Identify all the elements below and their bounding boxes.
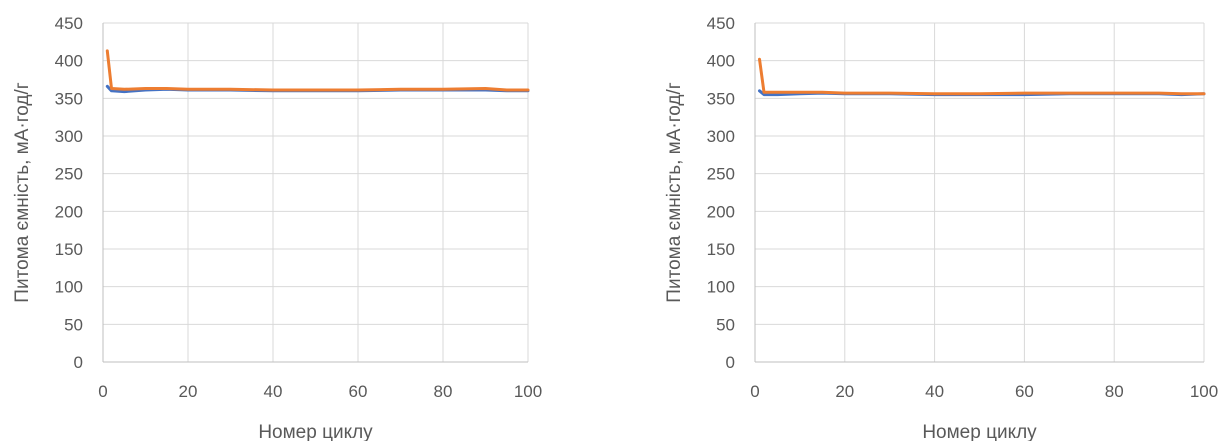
y-axis-title: Питома ємність, мА·год/г <box>12 82 33 302</box>
y-tick-label: 450 <box>707 14 735 33</box>
x-tick-label: 20 <box>835 382 854 401</box>
y-tick-label: 200 <box>55 202 83 221</box>
x-tick-label: 40 <box>264 382 283 401</box>
x-tick-label: 60 <box>349 382 368 401</box>
chart-left: 0 50 100 150 200 250 300 350 400 450 0 20 40 60 80 100 Н… <box>0 0 612 443</box>
x-tick-label: 0 <box>750 382 759 401</box>
y-tick-label: 50 <box>64 315 83 334</box>
x-tick-label: 0 <box>98 382 107 401</box>
y-tick-label: 150 <box>707 240 735 259</box>
y-tick-label: 400 <box>707 52 735 71</box>
chart-right: 0 50 100 150 200 250 300 350 400 450 0 20 40 60 80 100 Н… <box>652 0 1225 443</box>
x-tick-label: 80 <box>434 382 453 401</box>
y-tick-label: 0 <box>74 353 83 372</box>
y-tick-label: 100 <box>707 278 735 297</box>
y-tick-label: 300 <box>55 127 83 146</box>
y-tick-label: 400 <box>55 52 83 71</box>
y-tick-label: 50 <box>716 315 735 334</box>
x-tick-label: 60 <box>1015 382 1034 401</box>
y-tick-label: 250 <box>707 165 735 184</box>
y-tick-label: 350 <box>55 89 83 108</box>
chart-right-svg: 0 50 100 150 200 250 300 350 400 450 0 20 40 60 80 100 Н… <box>664 14 1218 443</box>
y-tick-label: 150 <box>55 240 83 259</box>
x-tick-label: 80 <box>1105 382 1124 401</box>
y-tick-label: 200 <box>707 202 735 221</box>
y-tick-label: 250 <box>55 165 83 184</box>
x-tick-label: 20 <box>179 382 198 401</box>
y-tick-label: 300 <box>707 127 735 146</box>
x-axis-title: Номер циклу <box>922 422 1037 441</box>
y-axis-title: Питома ємність, мА·год/г <box>664 82 685 302</box>
x-tick-label: 100 <box>1190 382 1218 401</box>
y-tick-label: 450 <box>55 14 83 33</box>
y-tick-label: 0 <box>726 353 735 372</box>
series-line-2 <box>758 57 1206 96</box>
x-tick-label: 100 <box>514 382 542 401</box>
y-tick-label: 100 <box>55 278 83 297</box>
x-axis-title: Номер циклу <box>258 422 373 441</box>
chart-left-svg: 0 50 100 150 200 250 300 350 400 450 0 20 40 60 80 100 Н… <box>12 14 542 443</box>
series-line-2 <box>105 49 530 92</box>
y-tick-label: 350 <box>707 89 735 108</box>
x-tick-label: 40 <box>925 382 944 401</box>
